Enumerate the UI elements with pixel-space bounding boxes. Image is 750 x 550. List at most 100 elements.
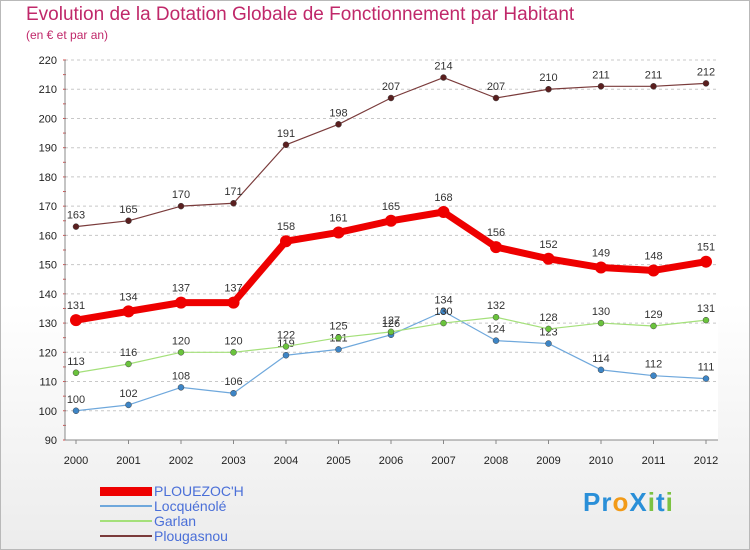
data-point [227,296,240,309]
data-label: 207 [487,81,505,93]
data-point [72,369,80,377]
x-tick-label: 2006 [379,455,403,467]
data-point [387,328,395,336]
x-tick-label: 2008 [484,455,508,467]
y-tick-label: 190 [39,143,57,155]
data-point [70,314,82,327]
legend-label: Locquénolé [154,498,227,514]
data-label: 210 [539,72,557,84]
x-tick-label: 2011 [642,455,666,467]
x-tick-label: 2002 [169,455,193,467]
data-point [702,375,710,382]
y-tick-label: 90 [45,435,57,447]
data-label: 132 [487,300,505,312]
data-point [230,389,237,397]
logo-letter: X [629,487,648,517]
data-label: 137 [224,283,242,295]
data-label: 211 [592,69,610,81]
logo-letter: i [647,487,656,517]
x-tick-label: 2010 [589,455,613,467]
data-point [282,351,290,359]
data-point [700,255,712,268]
logo-letter: t [655,487,666,517]
data-label: 106 [224,376,242,388]
data-label: 116 [120,347,138,359]
data-label: 113 [67,356,85,368]
legend-swatch [100,535,152,537]
data-label: 165 [119,204,137,216]
data-label: 102 [119,388,137,400]
logo-letter: r [601,487,613,517]
y-tick-label: 200 [39,113,57,125]
data-point [280,235,292,248]
data-label: 168 [434,192,452,204]
data-point [702,316,710,324]
data-label: 120 [172,335,190,347]
data-point [650,83,657,90]
data-label: 128 [539,312,557,324]
data-label: 126 [382,318,400,330]
y-tick-label: 210 [39,84,57,96]
data-point [177,202,185,210]
data-point [125,360,132,368]
legend-swatch [100,520,152,522]
data-point [385,214,397,227]
data-point [597,366,605,374]
data-label: 198 [329,107,347,119]
data-label: 131 [697,303,715,315]
data-label: 112 [645,359,663,371]
data-point [595,261,607,274]
x-tick-label: 2012 [694,455,718,467]
data-label: 163 [67,210,85,222]
data-point [545,85,552,93]
y-tick-label: 170 [39,201,57,213]
data-label: 111 [698,362,715,374]
data-point [282,343,290,350]
data-point [335,121,342,128]
data-label: 207 [382,81,400,93]
data-point [440,319,447,327]
logo-letter: P [583,487,602,517]
data-point [72,223,80,230]
y-tick-label: 160 [39,230,57,242]
chart-subtitle: (en € et par an) [26,28,109,42]
legend-swatch [100,505,152,507]
data-label: 161 [329,212,347,224]
proxiti-logo: ProXiti [583,487,674,518]
data-label: 127 [382,315,400,327]
data-label: 165 [382,201,400,213]
data-point [230,199,237,207]
data-label: 134 [119,291,137,303]
data-point [440,308,447,315]
x-tick-label: 2007 [431,455,455,467]
data-label: 130 [592,306,610,318]
data-point [175,296,187,309]
data-point [332,226,345,239]
legend-swatch [100,486,152,496]
data-label: 152 [539,239,557,251]
data-point [650,322,657,330]
data-point [122,305,135,318]
data-label: 156 [487,227,505,239]
data-label: 100 [67,394,85,406]
data-label: 108 [172,370,190,382]
data-point [597,83,605,90]
data-label: 171 [224,186,242,198]
data-label: 149 [592,248,610,260]
data-point [387,94,395,102]
x-tick-label: 2004 [274,455,298,467]
data-point [125,401,132,409]
data-point [440,74,447,81]
data-label: 137 [172,283,190,295]
data-point [72,407,80,415]
data-point [492,313,500,321]
data-label: 124 [487,324,505,336]
data-label: 191 [277,128,295,140]
data-point [492,337,500,344]
logo-letter: o [612,487,630,517]
chart-title: Evolution de la Dotation Globale de Fonc… [26,4,575,25]
y-tick-label: 140 [39,289,57,301]
data-point [545,340,552,347]
y-tick-label: 180 [39,172,57,184]
